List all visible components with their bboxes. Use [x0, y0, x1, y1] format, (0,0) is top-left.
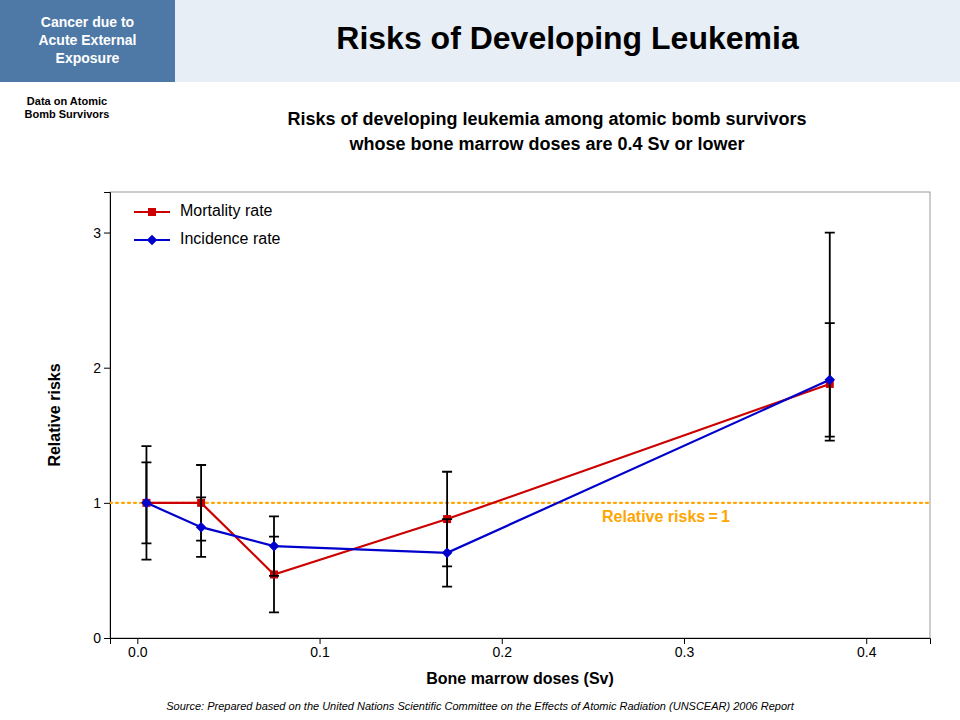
x-tick: 0.1 [310, 638, 330, 660]
y-tick-mark [104, 368, 110, 369]
chart: Cancer due to Acute External Exposure Risks… [0, 0, 960, 720]
x-tick-label: 0.3 [675, 644, 695, 660]
text-line: Acute External [38, 32, 136, 48]
plot-frame [110, 192, 930, 638]
y-axis-title: Relative risks [46, 363, 63, 466]
subtitle: Risks of developing leukemia among atomi… [287, 108, 806, 153]
x-tick: 0.3 [675, 638, 695, 660]
series-line [146, 380, 829, 553]
y-tick-mark [104, 638, 110, 639]
y-tick-label: 1 [93, 495, 101, 511]
header-box-text: Cancer due to Acute External Exposure [38, 14, 136, 66]
legend: Mortality rate Incidence rate [134, 202, 281, 247]
y-tick-mark [104, 503, 110, 504]
legend-label: Mortality rate [180, 202, 273, 219]
text-line: Bomb Survivors [25, 107, 110, 119]
x-tick-label: 0.0 [128, 644, 148, 660]
x-axis-title: Bone marrow doses (Sv) [426, 670, 614, 687]
text-line: Exposure [56, 50, 120, 66]
x-tick-label: 0.2 [493, 644, 513, 660]
series-line [146, 384, 829, 575]
error-bar [269, 516, 279, 575]
text-line: whose bone marrow doses are 0.4 Sv or lo… [348, 133, 744, 153]
marker [196, 522, 207, 533]
legend-label: Incidence rate [180, 230, 281, 247]
marker [141, 498, 152, 509]
reference-line [110, 502, 930, 504]
x-tick-label: 0.1 [310, 644, 330, 660]
header-band [0, 0, 960, 82]
x-tick-label: 0.4 [857, 644, 877, 660]
legend-item: Incidence rate [134, 230, 281, 247]
y-tick: 2 [93, 360, 110, 376]
legend-swatch-marker [147, 235, 158, 246]
x-tick: 0.0 [128, 638, 148, 660]
x-axis: 0.0 0.1 0.2 0.3 0.4 [111, 638, 931, 660]
y-axis: 0 1 2 3 [93, 193, 110, 646]
side-note: Data on AtomicBomb Survivors [25, 94, 110, 119]
y-tick-label: 0 [93, 630, 101, 646]
series [141, 233, 834, 613]
header-box [0, 0, 175, 82]
reference-label: Relative risks = 1 [602, 508, 730, 525]
y-tick-label: 2 [93, 360, 101, 376]
x-tick: 0.2 [493, 638, 513, 660]
error-bar [196, 497, 206, 556]
y-tick: 0 [93, 630, 110, 646]
y-tick: 1 [93, 495, 110, 511]
text-line: Risks of developing leukemia among atomi… [287, 108, 806, 128]
error-bar [141, 446, 151, 560]
plot: 0.0 0.1 0.2 0.3 0.4 0 1 2 3 Relative risks = 1 Mor… [93, 192, 930, 660]
legend-item: Mortality rate [134, 202, 273, 219]
error-bar [825, 233, 835, 441]
marker [269, 541, 280, 552]
legend-swatch-marker [148, 208, 156, 216]
series [141, 323, 835, 587]
marker [442, 548, 453, 559]
text-line: Data on Atomic [27, 94, 107, 106]
error-bar [825, 323, 835, 437]
title: Risks of Developing Leukemia [336, 20, 799, 56]
y-tick-label: 3 [93, 225, 101, 241]
x-axis-line [111, 639, 931, 645]
y-tick-mark [104, 233, 110, 234]
marker [824, 375, 835, 386]
error-bar [442, 519, 452, 587]
y-tick: 3 [93, 225, 110, 241]
x-tick: 0.4 [857, 638, 877, 660]
y-axis-line [104, 193, 111, 639]
error-bar [141, 462, 151, 543]
marks [110, 233, 930, 613]
text-line: Cancer due to [41, 14, 134, 30]
source: Source: Prepared based on the United Nat… [166, 700, 794, 712]
